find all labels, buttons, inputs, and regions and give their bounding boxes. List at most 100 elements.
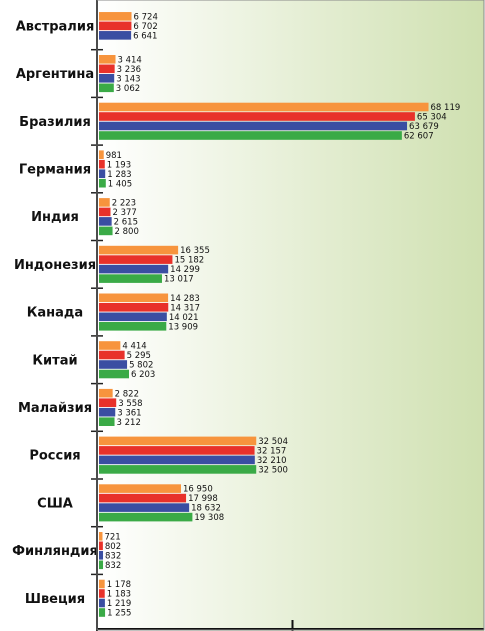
- bar: [99, 131, 402, 140]
- category-label: Германия: [19, 162, 91, 177]
- bar: [99, 551, 104, 560]
- category-label: Австралия: [16, 19, 95, 34]
- bar-value-label: 2 800: [115, 227, 139, 237]
- bar-value-label: 14 283: [170, 294, 200, 304]
- bar-value-label: 1 219: [107, 599, 131, 609]
- bar: [99, 341, 121, 350]
- bar: [99, 388, 113, 398]
- bar: [99, 293, 169, 303]
- bar-value-label: 3 236: [117, 65, 141, 75]
- bar: [99, 407, 116, 417]
- bar-value-label: 17 998: [188, 494, 218, 504]
- bar-value-label: 32 500: [258, 466, 288, 476]
- bar-value-label: 63 679: [409, 122, 439, 132]
- bar-value-label: 65 304: [417, 113, 447, 123]
- bar: [99, 207, 111, 217]
- bar: [99, 532, 103, 541]
- bar-value-label: 32 504: [258, 437, 288, 447]
- plot-frame: [96, 0, 485, 631]
- bar: [99, 55, 116, 64]
- category-label: Китай: [32, 353, 77, 368]
- bar-value-label: 16 950: [183, 485, 213, 495]
- bar: [99, 360, 128, 369]
- bar: [99, 31, 132, 40]
- bar: [99, 21, 132, 31]
- bar-value-label: 13 909: [168, 322, 198, 332]
- category-label: Россия: [29, 449, 80, 464]
- bars: [99, 12, 429, 617]
- bar: [99, 608, 106, 617]
- bar-value-label: 32 210: [257, 456, 287, 466]
- bar-value-label: 14 021: [169, 313, 199, 323]
- bar: [99, 217, 112, 226]
- bar-value-label: 1 193: [107, 160, 131, 170]
- category-label: Аргентина: [16, 67, 94, 82]
- category-label: Малайзия: [18, 401, 92, 416]
- bar: [99, 150, 104, 159]
- bar: [99, 74, 115, 83]
- category-label: Индия: [31, 210, 79, 225]
- bar-value-label: 68 119: [431, 103, 461, 113]
- bar: [99, 417, 115, 426]
- bar-value-label: 802: [105, 542, 121, 552]
- bar-value-label: 1 283: [107, 170, 131, 180]
- category-label: Финляндия: [12, 544, 98, 559]
- bar: [99, 159, 105, 169]
- bar: [99, 446, 255, 455]
- bar-value-label: 3 414: [118, 55, 142, 65]
- bar-value-label: 14 299: [170, 265, 200, 275]
- category-label: Канада: [27, 306, 83, 321]
- bar-value-label: 832: [105, 551, 121, 561]
- bar: [99, 493, 187, 503]
- bar: [99, 102, 429, 112]
- bar-value-label: 6 702: [133, 22, 157, 32]
- bar: [99, 226, 113, 236]
- bar-value-label: 981: [106, 151, 122, 161]
- bar: [99, 303, 169, 312]
- bar: [99, 198, 110, 207]
- bar-value-label: 32 157: [257, 447, 287, 457]
- bar-value-label: 2 615: [114, 218, 138, 228]
- bar: [99, 541, 103, 551]
- bar-value-label: 3 143: [116, 74, 140, 84]
- bar: [99, 312, 167, 322]
- bar: [99, 64, 115, 74]
- bar: [99, 12, 132, 21]
- bar-value-label: 4 414: [122, 342, 146, 352]
- bar: [99, 369, 130, 379]
- bar-value-label: 19 308: [194, 513, 224, 523]
- bar-value-label: 15 182: [174, 256, 204, 266]
- bar-value-label: 2 223: [112, 199, 136, 209]
- category-label: Индонезия: [14, 258, 96, 273]
- bar: [99, 512, 193, 522]
- bar-value-label: 721: [104, 532, 120, 542]
- bar-value-label: 18 632: [191, 504, 221, 514]
- bar: [99, 598, 105, 608]
- bar-value-label: 832: [105, 561, 121, 571]
- bar: [99, 169, 106, 178]
- bar: [99, 178, 106, 188]
- bar-value-label: 1 255: [107, 609, 131, 619]
- bar: [99, 322, 167, 331]
- bar-value-label: 6 724: [134, 12, 158, 22]
- bar-value-label: 6 641: [133, 31, 157, 41]
- bar: [99, 121, 408, 131]
- bar: [99, 436, 257, 446]
- bar-value-label: 3 212: [117, 418, 141, 428]
- bar: [99, 503, 190, 512]
- bar: [99, 264, 169, 274]
- bar-value-label: 13 017: [164, 275, 194, 285]
- bar: [99, 112, 415, 121]
- bar-value-label: 3 361: [117, 408, 141, 418]
- bar-value-label: 1 183: [107, 590, 131, 600]
- category-label: США: [37, 496, 73, 511]
- bar-value-label: 3 558: [118, 399, 142, 409]
- bar-value-label: 2 377: [112, 208, 136, 218]
- bar: [99, 274, 162, 283]
- bar-value-label: 1 178: [107, 580, 131, 590]
- bar-value-label: 16 355: [180, 246, 210, 256]
- bar: [99, 398, 117, 407]
- bar-value-label: 5 802: [129, 361, 153, 371]
